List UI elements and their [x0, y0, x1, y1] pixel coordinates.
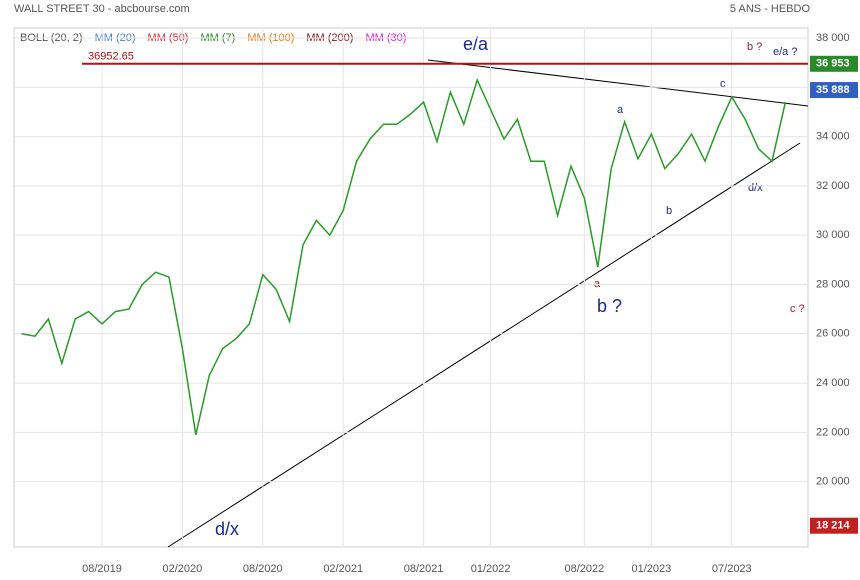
chart-subtitle: 5 ANS - HEBDO	[730, 3, 811, 15]
chart-title: WALL STREET 30 - abcbourse.com	[14, 3, 190, 15]
annotation: b ?	[747, 41, 762, 53]
x-tick-label: 01/2023	[632, 563, 672, 575]
x-tick-label: 08/2021	[404, 563, 444, 575]
annotation: d/x	[748, 182, 763, 194]
x-tick-label: 08/2020	[243, 563, 283, 575]
annotation: e/a	[463, 34, 489, 54]
annotation: e/a ?	[773, 46, 797, 58]
y-tick-label: 32 000	[816, 180, 850, 192]
price-badge	[810, 517, 858, 534]
y-tick-label: 22 000	[816, 426, 850, 438]
y-tick-label: 24 000	[816, 377, 850, 389]
y-tick-label: 30 000	[816, 229, 850, 241]
level-label: 36952.65	[88, 51, 134, 63]
x-tick-label: 08/2022	[565, 563, 605, 575]
price-line	[21, 77, 787, 435]
x-tick-label: 01/2022	[471, 563, 511, 575]
annotation: c	[720, 78, 726, 90]
annotation: b ?	[597, 296, 622, 316]
y-tick-label: 26 000	[816, 328, 850, 340]
price-badge-label: 35 888	[816, 84, 850, 96]
annotation: a	[594, 278, 601, 290]
annotation: d/x	[215, 519, 239, 539]
price-badge-label: 36 953	[816, 58, 850, 70]
y-tick-label: 20 000	[816, 476, 850, 488]
y-tick-label: 28 000	[816, 278, 850, 290]
trend-line	[167, 142, 801, 548]
annotation: a	[617, 104, 624, 116]
x-tick-label: 07/2023	[712, 563, 752, 575]
annotation: b	[666, 205, 672, 217]
y-tick-label: 34 000	[816, 130, 850, 142]
trend-line	[427, 59, 809, 107]
x-tick-label: 08/2019	[82, 563, 122, 575]
x-tick-label: 02/2020	[163, 563, 203, 575]
price-badge	[810, 82, 858, 99]
price-badge	[810, 55, 858, 72]
plot-area	[13, 27, 809, 548]
x-tick-label: 02/2021	[323, 563, 363, 575]
annotation: c ?	[790, 303, 805, 315]
y-tick-label: 38 000	[816, 32, 850, 44]
price-badge-label: 18 214	[816, 520, 851, 532]
